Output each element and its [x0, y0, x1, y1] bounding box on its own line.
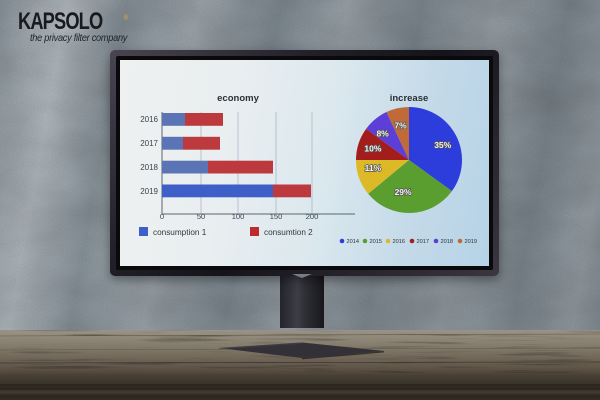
svg-text:increase: increase [390, 93, 429, 104]
svg-text:50: 50 [197, 212, 205, 221]
svg-text:2019: 2019 [465, 239, 477, 245]
svg-text:100: 100 [232, 212, 245, 221]
svg-text:11%: 11% [365, 163, 382, 173]
svg-text:8%: 8% [376, 129, 389, 139]
svg-text:2016: 2016 [140, 115, 158, 124]
svg-text:2016: 2016 [393, 239, 405, 245]
svg-text:2017: 2017 [417, 239, 429, 245]
svg-text:7%: 7% [394, 121, 407, 131]
svg-text:consumtion 2: consumtion 2 [264, 228, 313, 237]
svg-text:29%: 29% [395, 187, 412, 197]
svg-text:10%: 10% [364, 143, 381, 153]
svg-text:economy: economy [217, 93, 259, 104]
svg-text:200: 200 [306, 212, 319, 221]
svg-text:2018: 2018 [140, 163, 158, 172]
svg-text:consumption 1: consumption 1 [153, 228, 207, 237]
svg-text:2015: 2015 [370, 239, 382, 245]
svg-text:2014: 2014 [347, 239, 359, 245]
svg-text:2017: 2017 [140, 139, 158, 148]
svg-text:0: 0 [160, 212, 164, 221]
svg-text:150: 150 [270, 212, 283, 221]
svg-text:2019: 2019 [140, 187, 158, 196]
svg-text:35%: 35% [434, 140, 451, 150]
svg-text:2018: 2018 [441, 239, 453, 245]
